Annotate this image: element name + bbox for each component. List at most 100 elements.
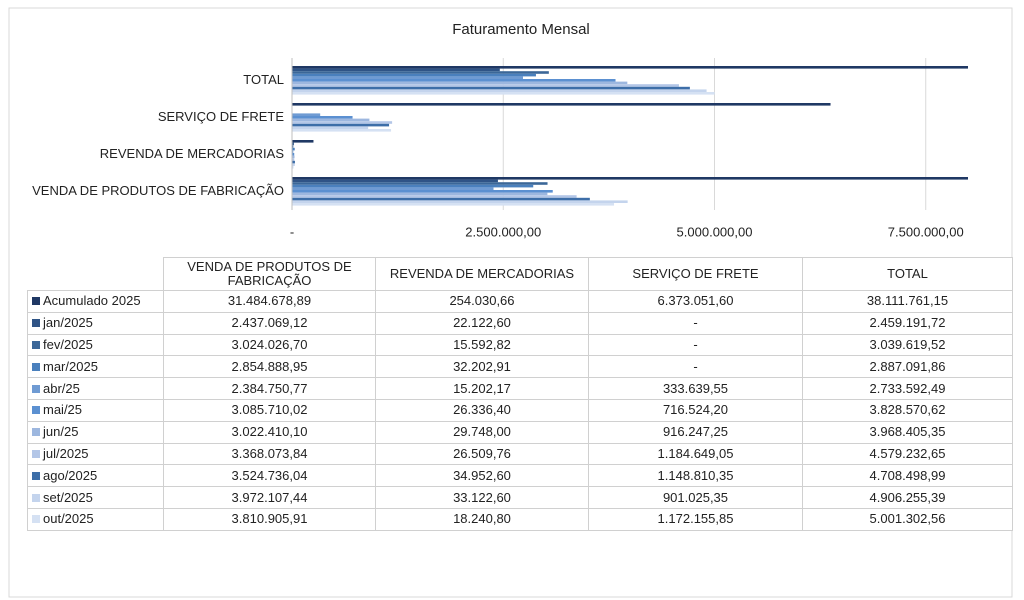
table-cell: -: [588, 333, 803, 357]
bar: [292, 84, 679, 87]
bar: [292, 73, 536, 77]
table-cell: 3.039.619,52: [802, 333, 1013, 357]
row-header: ago/2025: [27, 464, 164, 488]
x-tick-label: 5.000.000,00: [677, 224, 753, 239]
bar: [292, 103, 831, 106]
category-label: VENDA DE PRODUTOS DE FABRICAÇÃO: [32, 183, 284, 198]
table-cell: 33.122,60: [375, 486, 589, 509]
legend-key: [32, 515, 40, 524]
table-cell: 5.001.302,56: [802, 508, 1013, 531]
table-cell: 2.854.888,95: [163, 355, 376, 379]
bar: [292, 150, 294, 153]
column-header: TOTAL: [802, 257, 1013, 291]
bar: [292, 147, 295, 151]
column-header: REVENDA DE MERCADORIAS: [375, 257, 589, 291]
table-cell: 3.828.570,62: [802, 399, 1013, 422]
row-header: mar/2025: [27, 355, 164, 379]
table-cell: 4.906.255,39: [802, 486, 1013, 509]
bar: [292, 116, 353, 119]
bar: [292, 81, 628, 85]
legend-key: [32, 340, 40, 349]
row-header: mai/25: [27, 399, 164, 422]
table-cell: 6.373.051,60: [588, 290, 803, 313]
row-header: jul/2025: [27, 442, 164, 466]
table-cell: 3.968.405,35: [802, 420, 1013, 444]
legend-key: [32, 362, 40, 371]
category-label: SERVIÇO DE FRETE: [158, 109, 285, 124]
legend-label: mai/25: [43, 402, 83, 418]
legend-label: out/2025: [43, 511, 94, 527]
bar: [292, 197, 590, 201]
legend-label: jan/2025: [43, 315, 93, 331]
legend-label: ago/2025: [43, 467, 98, 483]
bars: [292, 66, 968, 206]
row-header: Acumulado 2025: [27, 290, 164, 313]
table-cell: 3.810.905,91: [163, 508, 376, 531]
table-cell: 254.030,66: [375, 290, 589, 313]
legend-key: [32, 493, 40, 502]
legend-label: abr/25: [43, 380, 80, 396]
table-cell: 22.122,60: [375, 311, 589, 335]
bar: [292, 92, 715, 95]
bar: [292, 123, 390, 127]
bar: [292, 86, 690, 90]
row-header: out/2025: [27, 508, 164, 531]
bar: [292, 155, 295, 159]
table-cell: 2.459.191,72: [802, 311, 1013, 335]
bar: [292, 158, 295, 161]
row-header: fev/2025: [27, 333, 164, 357]
bar: [292, 68, 500, 72]
legend-key: [32, 384, 40, 393]
table-cell: 15.592,82: [375, 333, 589, 357]
table-cell: 3.972.107,44: [163, 486, 376, 509]
legend-key: [32, 406, 40, 415]
bar: [292, 79, 616, 82]
table-cell: 2.437.069,12: [163, 311, 376, 335]
bar: [292, 89, 707, 92]
category-label: REVENDA DE MERCADORIAS: [100, 146, 285, 161]
table-cell: 333.639,55: [588, 377, 803, 400]
bar: [292, 177, 968, 180]
legend-label: fev/2025: [43, 336, 93, 352]
bar: [292, 195, 577, 198]
table-cell: 2.384.750,77: [163, 377, 376, 400]
bar: [292, 71, 549, 74]
table-cell: 4.708.498,99: [802, 464, 1013, 488]
bar: [292, 184, 534, 188]
legend-label: mar/2025: [43, 358, 98, 374]
table-cell: -: [588, 355, 803, 379]
table-cell: 26.509,76: [375, 442, 589, 466]
table-cell: 32.202,91: [375, 355, 589, 379]
bar: [292, 129, 392, 132]
legend-key: [32, 428, 40, 437]
bar: [292, 187, 494, 190]
legend-key: [32, 319, 40, 328]
table-cell: 31.484.678,89: [163, 290, 376, 313]
bar: [292, 76, 523, 79]
legend-label: set/2025: [43, 489, 93, 505]
x-tick-label: 2.500.000,00: [465, 224, 541, 239]
bar: [292, 153, 295, 156]
bar: [292, 142, 294, 146]
bar: [292, 166, 294, 169]
legend-label: Acumulado 2025: [43, 293, 141, 309]
bar: [292, 182, 548, 185]
legend-key: [32, 471, 40, 480]
table-cell: 1.148.810,35: [588, 464, 803, 488]
bar: [292, 203, 615, 206]
table-cell: 3.022.410,10: [163, 420, 376, 444]
bar: [292, 179, 498, 183]
legend-key: [32, 449, 40, 458]
row-header: jun/25: [27, 420, 164, 444]
table-cell: 3.085.710,02: [163, 399, 376, 422]
table-cell: 716.524,20: [588, 399, 803, 422]
legend-label: jul/2025: [43, 445, 89, 461]
legend-key: [32, 297, 40, 306]
x-tick-label: 7.500.000,00: [888, 224, 964, 239]
table-cell: 3.524.736,04: [163, 464, 376, 488]
bar: [292, 145, 294, 148]
table-cell: 3.024.026,70: [163, 333, 376, 357]
table-cell: 26.336,40: [375, 399, 589, 422]
table-cell: 34.952,60: [375, 464, 589, 488]
